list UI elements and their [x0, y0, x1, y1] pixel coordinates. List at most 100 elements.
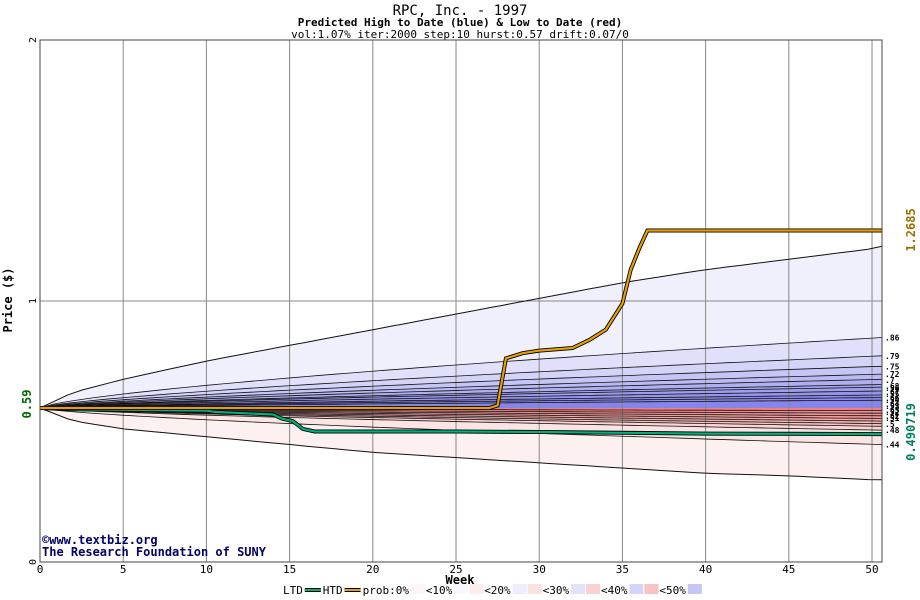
quantile-label: .7	[885, 376, 895, 385]
blue-band	[40, 384, 882, 408]
legend-band-label: <30%	[543, 584, 570, 597]
red-band	[40, 408, 882, 424]
quantile-lines	[39, 245, 883, 481]
x-tick-label: 15	[283, 563, 296, 576]
chart-subtitle: Predicted High to Date (blue) & Low to D…	[298, 16, 623, 29]
credit-line-2: The Research Foundation of SUNY	[42, 545, 267, 559]
prob-line	[40, 229, 882, 410]
blue-band	[40, 366, 882, 408]
legend-blue-swatch	[571, 584, 585, 594]
quantile-line	[39, 355, 883, 409]
quantile-label: .64	[885, 400, 900, 409]
grid	[39, 39, 882, 563]
quantile-line	[39, 407, 883, 427]
upper-envelope-line	[39, 245, 883, 409]
legend-blue-swatch	[629, 584, 644, 594]
y-tick-label: 2	[28, 37, 39, 43]
legend-blue-swatch	[512, 584, 527, 594]
quantile-label: .56	[885, 384, 900, 393]
legend-red-swatch	[410, 584, 425, 594]
x-tick-label: 40	[699, 563, 712, 576]
legend-band-label: <50%	[659, 584, 686, 597]
quantile-label: .44	[885, 441, 900, 450]
quantile-line	[39, 390, 883, 409]
prob-end-label: 1.2685	[904, 208, 918, 251]
blue-band	[40, 337, 882, 408]
blue-band	[40, 374, 882, 408]
legend: LTD HTD prob:0% <10% <20% <30% <40% <50%	[283, 584, 702, 597]
quantile-label: .66	[885, 394, 900, 403]
quantile-line	[39, 378, 883, 409]
blue-band-outer	[40, 246, 882, 408]
chart-title: RPC, Inc. - 1997	[393, 3, 528, 19]
quantile-line	[39, 337, 883, 409]
credit-line-1: ©www.textbiz.org	[42, 533, 158, 547]
y-tick-label: 0	[28, 559, 39, 565]
legend-band-label: <10%	[426, 584, 453, 597]
red-band	[40, 408, 882, 416]
legend-band-label: <20%	[484, 584, 511, 597]
quantile-line	[39, 365, 883, 409]
quantile-line	[39, 397, 883, 409]
legend-red-swatch	[527, 584, 542, 594]
plot-bands	[40, 246, 882, 480]
plot-frame	[39, 39, 883, 563]
x-tick-label: 20	[366, 563, 379, 576]
start-price-label: 0.59	[20, 390, 34, 419]
x-tick-label: 5	[120, 563, 127, 576]
quantile-line	[39, 373, 883, 409]
quantile-label: .67	[885, 388, 900, 397]
red-band	[40, 408, 882, 419]
legend-red-swatch	[469, 584, 484, 594]
quantile-label: .54	[885, 396, 900, 405]
htd-end-label: 0.490719	[904, 403, 918, 461]
legend-band-label: <40%	[601, 584, 628, 597]
quantile-label: .51	[885, 414, 900, 423]
lower-envelope-line	[39, 407, 883, 481]
legend-red-swatch	[644, 584, 659, 594]
x-tick-label: 25	[449, 563, 462, 576]
legend-prob-label: prob:0%	[363, 584, 410, 597]
legend-htd-label: HTD	[323, 584, 343, 597]
quantile-label: .86	[885, 334, 900, 343]
chart-params: vol:1.07% iter:2000 step:10 hurst:0.57 d…	[291, 28, 629, 41]
htd-line	[39, 406, 883, 436]
blue-band	[40, 391, 882, 408]
red-band-outer	[40, 408, 882, 480]
quantile-label: .62	[885, 412, 900, 421]
legend-blue-swatch	[454, 584, 469, 594]
quantile-label: .72	[885, 370, 900, 379]
legend-red-swatch	[586, 584, 600, 594]
red-band	[40, 408, 882, 431]
red-band	[40, 408, 882, 427]
quantile-line	[39, 394, 883, 409]
red-band	[40, 408, 882, 445]
quantile-label: .79	[885, 352, 900, 361]
quantile-line	[39, 386, 883, 409]
x-tick-label: 30	[533, 563, 546, 576]
y-ticks: 0 1 2	[28, 37, 39, 565]
x-ticks: 0 5 10 15 20 25 30 35 40 45 50	[37, 563, 879, 576]
legend-blue-swatch	[687, 584, 702, 594]
quantile-line	[39, 407, 883, 431]
x-tick-label: 50	[865, 563, 878, 576]
x-tick-label: 10	[200, 563, 213, 576]
quantile-label: .55	[885, 390, 900, 399]
x-tick-label: 45	[782, 563, 795, 576]
quantile-label: .63	[885, 406, 900, 415]
quantile-label: .68	[885, 382, 900, 391]
quantile-label: .53	[885, 402, 900, 411]
legend-ltd-label: LTD	[283, 584, 303, 597]
y-axis-label: Price ($)	[1, 267, 15, 332]
blue-band	[40, 397, 882, 408]
x-tick-label: 0	[37, 563, 44, 576]
blue-band	[40, 379, 882, 408]
right-labels: .86.79.75.72.7.68.67.66.64.63.62.44.48.5…	[885, 334, 900, 450]
quantile-line	[39, 384, 883, 409]
x-axis-label: Week	[446, 573, 476, 587]
quantile-line	[39, 399, 883, 409]
y-tick-label: 1	[28, 298, 39, 304]
quantile-line	[39, 407, 883, 425]
quantile-label: .48	[885, 426, 900, 435]
